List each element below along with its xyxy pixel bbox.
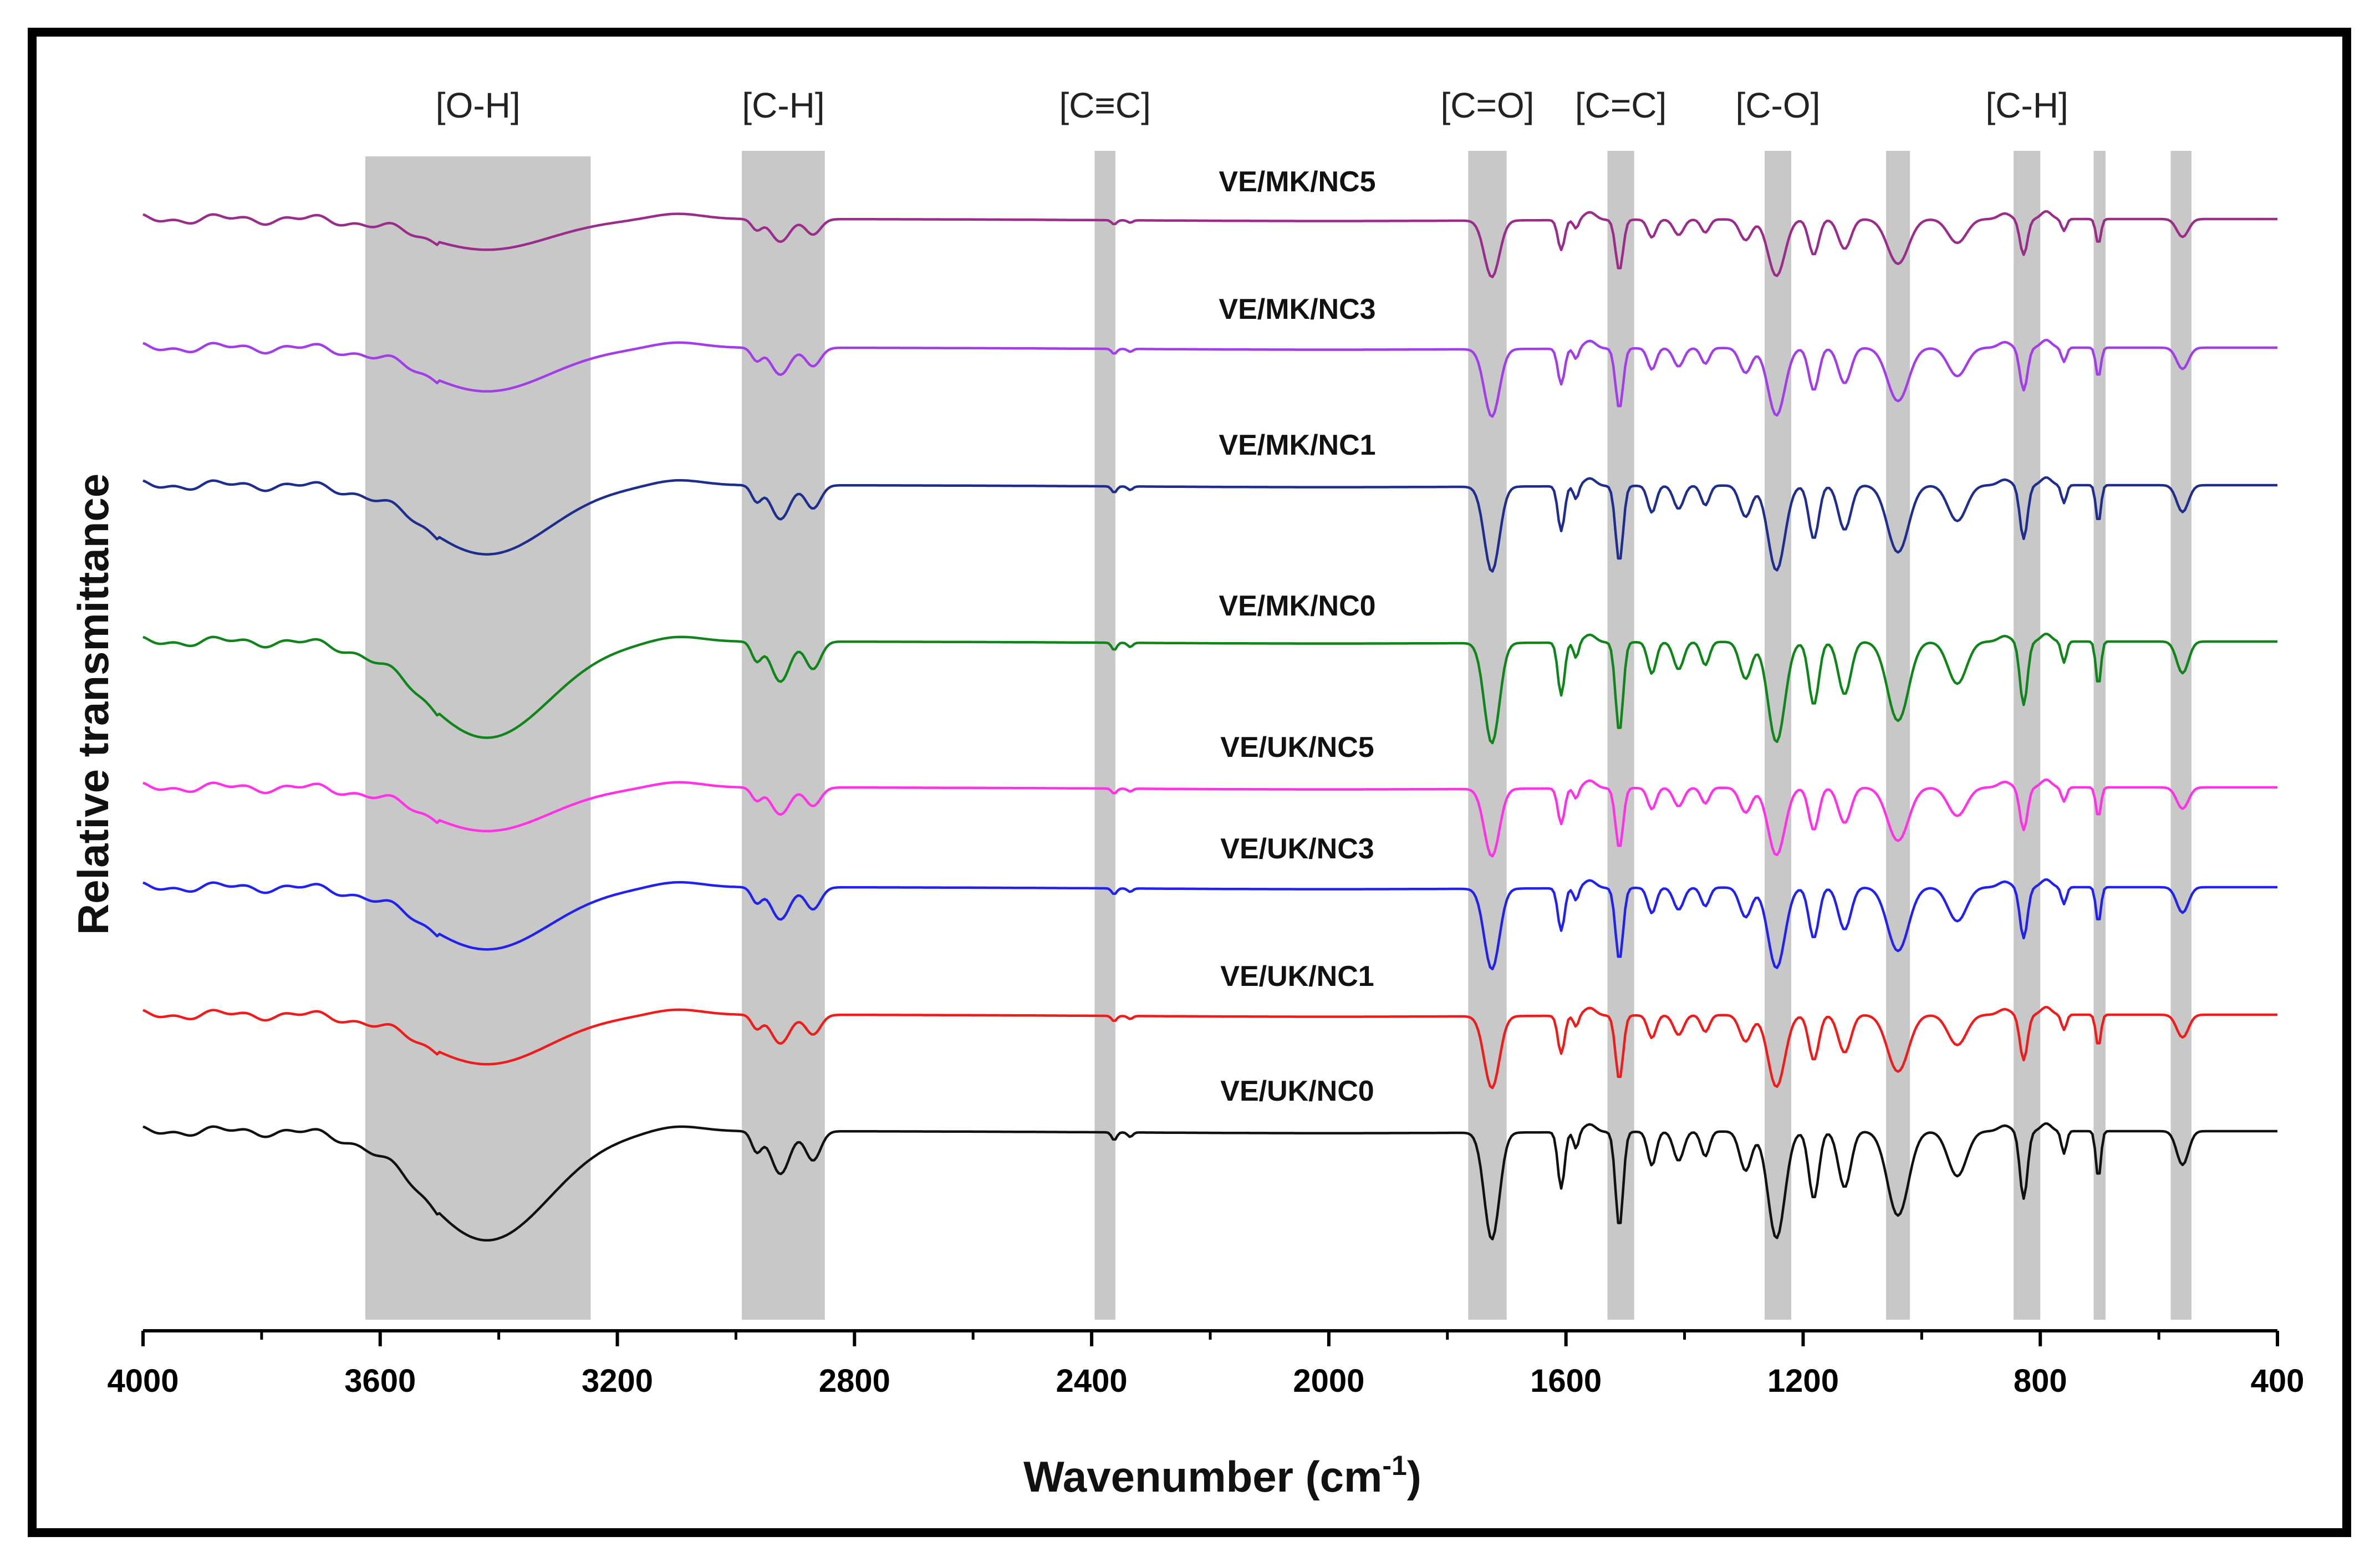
series-label: VE/MK/NC1 [1219, 429, 1375, 461]
x-tick-label: 800 [2014, 1363, 2067, 1399]
series-label: VE/UK/NC0 [1220, 1075, 1374, 1107]
band-label: [C-H] [742, 85, 824, 125]
series-label: VE/UK/NC5 [1220, 731, 1374, 764]
x-tick-label: 4000 [107, 1363, 179, 1399]
band-label: [C-H] [1986, 85, 2068, 125]
series-line [142, 779, 2277, 858]
series-label: VE/UK/NC1 [1220, 960, 1374, 993]
series-line [142, 476, 2277, 573]
x-tick-label: 2000 [1293, 1363, 1364, 1399]
series-line [142, 1122, 2277, 1242]
x-axis-title-close: ) [1407, 1452, 1421, 1501]
x-axis-title-main: Wavenumber (cm [1023, 1452, 1382, 1501]
shaded-regions [365, 151, 2192, 1320]
x-axis-title: Wavenumber (cm-1) [1023, 1450, 1421, 1501]
shaded-region [1764, 151, 1792, 1320]
band-labels: [O-H] [C-H] [C≡C] [C=O] [C=C] [C-O] [C-H] [436, 85, 2068, 125]
series-label: VE/MK/NC3 [1219, 293, 1375, 325]
series-line [142, 210, 2277, 278]
shaded-region [1094, 151, 1115, 1320]
band-label: [C=C] [1575, 85, 1666, 125]
x-tick-label: 3200 [582, 1363, 653, 1399]
shaded-region [365, 156, 591, 1320]
shaded-region [1886, 151, 1910, 1320]
shaded-region [742, 151, 825, 1320]
y-axis-title: Relative transmittance [69, 474, 118, 935]
x-tick-label: 2400 [1056, 1363, 1128, 1399]
band-label: [C≡C] [1059, 85, 1151, 125]
x-tick-label: 3600 [344, 1363, 416, 1399]
shaded-region [1468, 151, 1507, 1320]
x-tick-label: 1200 [1767, 1363, 1839, 1399]
series-label: VE/MK/NC5 [1219, 166, 1375, 198]
series-line [142, 1006, 2277, 1090]
series-line [142, 878, 2277, 970]
x-tick-label: 2800 [819, 1363, 890, 1399]
shaded-region [2170, 151, 2192, 1320]
series-label: VE/UK/NC3 [1220, 833, 1374, 865]
band-label: [C-O] [1736, 85, 1821, 125]
x-tick-label: 1600 [1530, 1363, 1602, 1399]
band-label: [C=O] [1440, 85, 1534, 125]
series-labels: VE/MK/NC5 VE/MK/NC3 VE/MK/NC1 VE/MK/NC0 VE/U… [1219, 166, 1375, 1107]
x-axis-title-superscript: -1 [1382, 1450, 1406, 1481]
series-lines [142, 210, 2277, 1242]
series-line [142, 339, 2277, 418]
x-tick-label: 400 [2251, 1363, 2305, 1399]
x-axis-ticks: 4000 3600 3200 2800 2400 2000 1600 1200 800 400 [107, 1331, 2304, 1399]
series-label: VE/MK/NC0 [1219, 590, 1375, 622]
shaded-region [1607, 151, 1634, 1320]
band-label: [O-H] [436, 85, 521, 125]
series-line [142, 633, 2277, 745]
